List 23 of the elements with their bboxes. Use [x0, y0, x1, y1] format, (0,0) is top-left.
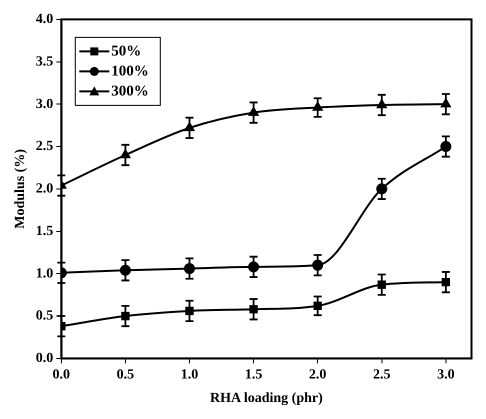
- y-axis-title: Modulus (%): [13, 148, 28, 229]
- point: [378, 280, 386, 289]
- y-tick-label: 3.5: [36, 54, 54, 70]
- x-tick-label: 3.0: [437, 367, 455, 382]
- y-tick-label: 0.0: [36, 351, 54, 366]
- point: [313, 302, 322, 310]
- x-tick-label: 2.5: [373, 367, 391, 382]
- y-tick-label: 1.0: [36, 266, 54, 282]
- y-tick-label: 1.5: [36, 224, 54, 239]
- legend-label: 300%: [111, 83, 149, 100]
- x-tick-label: 1.5: [244, 367, 262, 382]
- x-tick-label: 0.0: [52, 367, 70, 382]
- y-tick-label: 2.5: [36, 139, 54, 154]
- legend-label: 100%: [111, 63, 149, 80]
- y-tick-label: 4.0: [36, 12, 54, 28]
- legend-label: 50%: [111, 43, 142, 60]
- y-tick-label: 2.0: [36, 182, 54, 197]
- y-tick-label: 0.5: [36, 308, 54, 324]
- x-axis-title: RHA loading (phr): [210, 391, 324, 406]
- x-tick-label: 1.0: [180, 367, 198, 382]
- x-tick-label: 0.5: [116, 367, 134, 382]
- y-tick-label: 3.0: [36, 96, 54, 112]
- x-tick-label: 2.0: [308, 367, 326, 382]
